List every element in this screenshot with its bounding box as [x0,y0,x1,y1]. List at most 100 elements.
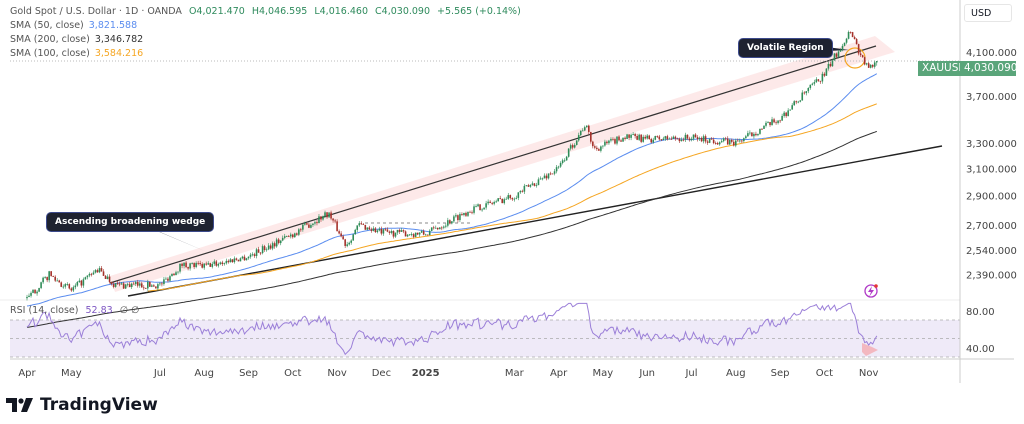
candle-body [475,206,477,208]
candle-body [455,215,457,217]
candle-body [269,245,272,249]
candle [54,275,56,283]
sma-50-value: 3,821.588 [88,20,138,31]
candle-body [348,242,350,245]
candle-body [521,190,524,192]
candle [660,139,663,142]
candle-body [26,297,28,299]
sma-50-legend[interactable]: SMA (50, close) 3,821.588 [10,19,521,33]
candle [298,228,300,237]
candle-body [126,284,129,286]
tradingview-logo[interactable]: TradingView [6,395,158,415]
candle [553,169,556,176]
candle-body [96,270,99,273]
candle [334,218,336,224]
candle [590,131,592,144]
candle [336,219,338,232]
candle [310,223,312,229]
candle [749,130,751,136]
candle-body [287,236,290,237]
candle-body [28,295,30,298]
candle [565,155,568,161]
sma-100-legend[interactable]: SMA (100, close) 3,584.216 [10,47,521,61]
candle [581,128,584,132]
candle-body [720,141,723,143]
candle-body [350,240,352,243]
candle [517,192,520,201]
candle [400,227,403,233]
candle-body [873,62,876,67]
candle [769,121,771,127]
candle-body [583,127,586,131]
candle-body [493,201,495,204]
candle-body [706,141,709,143]
rsi-extra: ∅ ∅ [119,305,140,316]
candle-body [100,268,103,272]
lightning-icon[interactable] [864,284,878,298]
candle-body [68,284,71,289]
candle-body [300,229,302,231]
candle [124,283,127,290]
sma-100-line [147,103,877,292]
candle-body [803,92,806,94]
sma-100-label: SMA (100, close) [10,48,90,59]
candle-body [354,229,357,235]
candle [181,262,183,269]
candle [161,281,163,287]
candle-body [52,276,54,277]
candle [545,173,548,181]
candle-body [553,171,556,174]
candle-body [451,221,453,224]
candle [273,241,276,249]
candle [869,64,872,69]
candle [179,263,181,274]
candle-body [817,79,820,81]
candle [412,233,415,239]
candle [147,279,149,291]
candle-body [155,286,157,289]
candle-body [672,136,675,139]
candle [696,135,699,142]
currency-button[interactable]: USD [964,4,1012,22]
rsi-legend[interactable]: RSI (14, close) 52.83 ∅ ∅ [10,305,139,316]
candle-body [233,258,236,263]
candle-body [696,137,699,140]
candle [718,141,721,146]
candle [118,281,121,287]
candle-body [722,138,725,142]
candle [505,196,508,200]
candle-body [833,53,836,61]
candle [108,274,111,284]
candle-body [549,173,552,175]
candle-body [235,258,238,260]
candle [732,139,735,147]
candle [203,263,205,270]
candle-body [136,282,139,286]
candle-body [457,215,459,221]
candle-body [441,227,443,229]
candle [416,232,419,236]
sma-50-label: SMA (50, close) [10,20,84,31]
candle [449,219,451,225]
candle-body [388,231,391,233]
candle [267,243,270,251]
time-tick-label: Mar [505,368,525,379]
candle [424,233,427,236]
candle-body [434,227,437,229]
candle [114,282,117,288]
sma-200-legend[interactable]: SMA (200, close) 3,346.782 [10,33,521,47]
candle [300,227,302,232]
candle [366,227,369,231]
candle-body [594,146,596,148]
candle-body [189,263,191,269]
candle-body [626,134,628,139]
candle-body [48,271,50,281]
candle-body [120,283,123,285]
candle-body [737,140,739,142]
high-value: H4,046.595 [251,6,308,17]
candle-body [646,135,648,139]
candle-body [322,216,324,220]
candle [445,223,447,229]
candle [229,257,232,263]
